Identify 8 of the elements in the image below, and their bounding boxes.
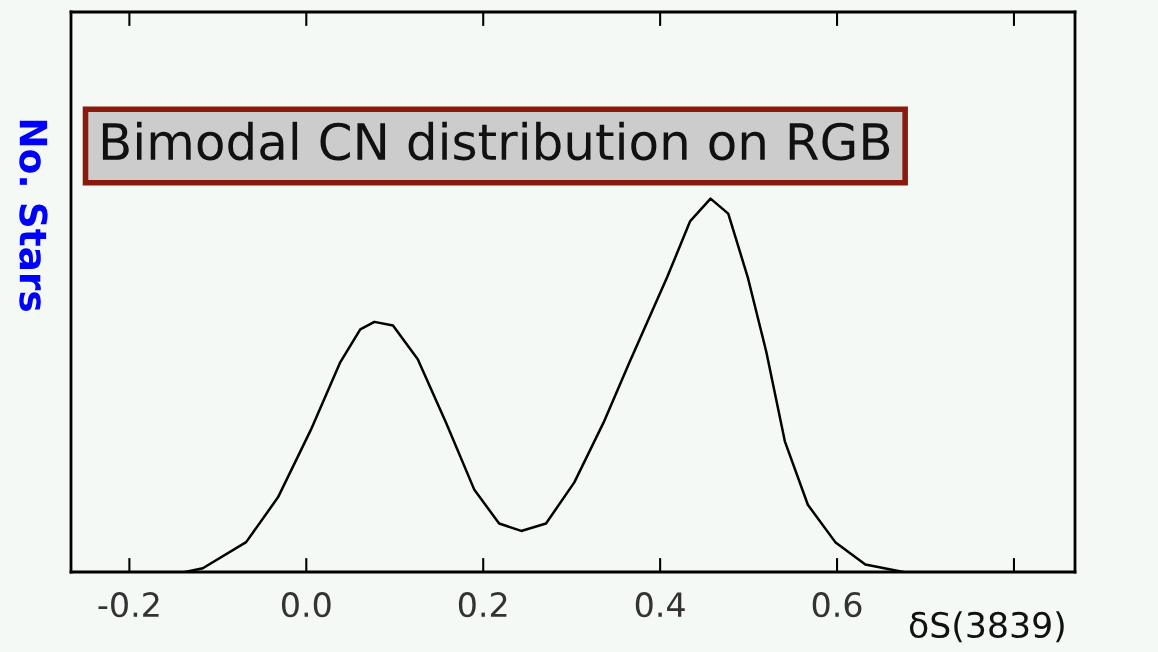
x-tick-label: 0.2: [458, 592, 507, 618]
x-tick-label: 0.0: [281, 592, 331, 618]
x-axis-title: δS(3839): [909, 611, 1064, 643]
y-axis-title: No. Stars: [19, 120, 48, 311]
x-tick-label: 0.4: [635, 592, 685, 618]
x-tick-label: 0.6: [812, 592, 862, 618]
x-tick-label: -0.2: [98, 592, 159, 618]
chart-title: Bimodal CN distribution on RGB: [102, 121, 890, 161]
